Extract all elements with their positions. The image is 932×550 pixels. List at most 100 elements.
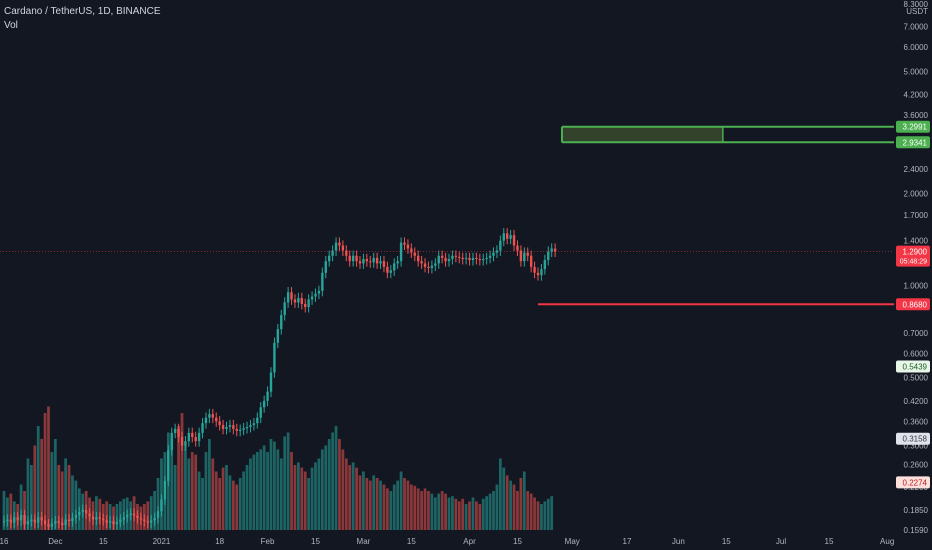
- volume-bar: [519, 478, 523, 530]
- x-tick-label: 16: [0, 537, 9, 546]
- candle-body: [204, 417, 208, 424]
- candle-body: [502, 233, 505, 241]
- candle-body: [485, 257, 488, 260]
- x-tick-label: Aug: [880, 537, 894, 546]
- volume-bar: [300, 467, 304, 530]
- level-tag-bg: [896, 360, 930, 373]
- candle-body: [512, 235, 516, 246]
- candle-body: [451, 255, 454, 260]
- candle-body: [211, 414, 215, 418]
- candle-body: [509, 235, 512, 239]
- candle-body: [471, 257, 475, 261]
- annotation-layer: [0, 125, 894, 306]
- volume-bar: [386, 488, 389, 530]
- x-tick-label: Jul: [776, 537, 786, 546]
- candle-body: [191, 432, 194, 437]
- candle-body: [461, 257, 464, 260]
- y-tick-label: 8.3000: [904, 0, 929, 9]
- candle-body: [536, 272, 540, 276]
- volume-bar: [338, 439, 341, 530]
- volume-bar: [184, 445, 187, 530]
- candle-body: [540, 269, 543, 276]
- candle-body: [334, 242, 338, 251]
- candle-body: [262, 400, 266, 408]
- candle-body: [91, 516, 95, 520]
- volume-bar: [283, 436, 287, 530]
- candle-body: [64, 519, 67, 526]
- x-tick-label: Dec: [48, 537, 62, 546]
- candle-body: [108, 521, 112, 523]
- candle-body: [215, 417, 218, 422]
- candle-body: [228, 425, 232, 427]
- candle-body: [327, 255, 331, 262]
- candle-body: [410, 248, 413, 253]
- volume-bar: [327, 439, 331, 530]
- candle-body: [547, 251, 550, 261]
- volume-bar: [399, 471, 403, 530]
- volume-bar: [362, 471, 365, 530]
- candle-body: [529, 255, 533, 267]
- candle-body: [208, 414, 211, 418]
- volume-bar: [533, 497, 536, 530]
- volume-bar: [406, 480, 410, 530]
- volume-bar: [26, 458, 30, 530]
- volume-bar: [355, 467, 358, 530]
- x-tick-label: Jun: [672, 537, 685, 546]
- candle-body: [307, 299, 310, 308]
- candle-body: [321, 272, 324, 291]
- candle-body: [259, 407, 262, 418]
- volume-bar: [225, 465, 228, 530]
- candle-body: [50, 523, 54, 527]
- chart-legend: Cardano / TetherUS, 1D, BINANCE Vol: [4, 5, 161, 33]
- target-zone-box: [561, 126, 723, 143]
- candle-body: [406, 244, 410, 249]
- volume-bar: [536, 501, 540, 530]
- y-tick-label: 5.0000: [904, 67, 929, 76]
- volume-bar: [218, 478, 222, 530]
- candle-body: [475, 257, 478, 260]
- candle-body: [98, 517, 102, 519]
- candle-body: [170, 432, 173, 451]
- volume-bar: [529, 493, 533, 530]
- candle-body: [160, 499, 163, 512]
- candle-body: [495, 250, 499, 253]
- candle-body: [553, 248, 557, 252]
- candle-body: [375, 257, 379, 264]
- candle-body: [430, 265, 434, 269]
- candle-body: [40, 517, 43, 521]
- volume-bar: [505, 475, 509, 530]
- candle-body: [143, 519, 146, 522]
- volume-bar: [303, 471, 307, 530]
- volume-bar: [177, 426, 180, 530]
- volume-bar: [509, 480, 512, 530]
- volume-bar: [71, 475, 74, 530]
- volume-bar: [522, 471, 526, 530]
- volume-bar: [156, 478, 160, 530]
- x-tick-label: 15: [407, 537, 416, 546]
- candle-body: [516, 245, 519, 251]
- candle-body: [488, 255, 492, 258]
- candle-body: [293, 299, 297, 303]
- candle-body: [505, 233, 509, 239]
- volume-bar: [180, 413, 184, 530]
- y-tick-label: 3.6000: [904, 111, 929, 120]
- volume-bar: [416, 488, 420, 530]
- x-tick-label: May: [565, 537, 580, 546]
- volume-bar: [64, 458, 67, 530]
- current-price-tag-bg: [896, 245, 930, 267]
- candle-body: [444, 257, 447, 262]
- volume-bar: [310, 467, 314, 530]
- volume-bar: [375, 478, 379, 530]
- candle-body: [119, 519, 122, 522]
- volume-bar: [351, 462, 355, 530]
- volume-bar: [242, 471, 245, 530]
- candle-body: [43, 520, 47, 525]
- candle-body: [81, 509, 84, 513]
- candle-body: [129, 513, 132, 515]
- candle-body: [9, 519, 13, 523]
- candle-body: [423, 263, 427, 267]
- candle-body: [74, 514, 78, 519]
- candle-body: [348, 255, 351, 262]
- volume-bar: [314, 462, 317, 530]
